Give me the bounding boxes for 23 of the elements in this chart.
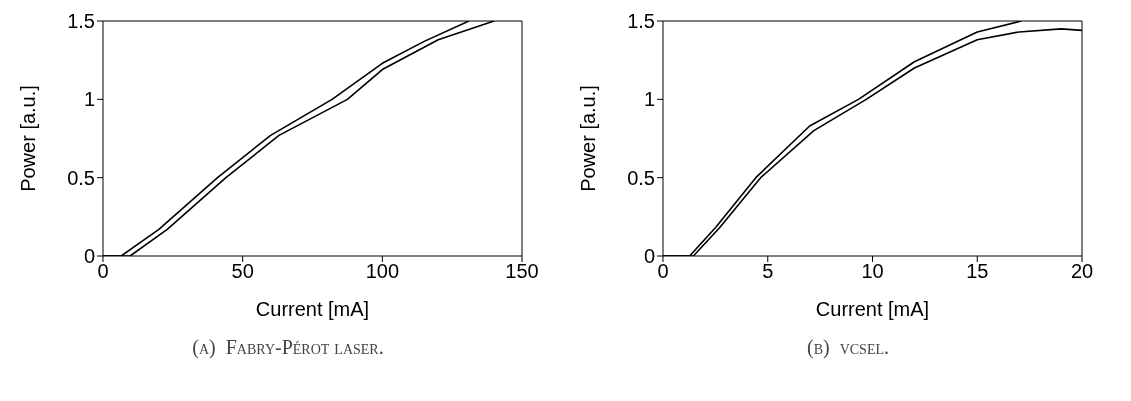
y-tick-label: 1.5	[627, 10, 655, 33]
y-tick-label: 0	[83, 245, 95, 268]
x-tick-label: 0	[657, 260, 669, 283]
x-tick-label: 150	[505, 260, 539, 283]
y-tick-label: 0.5	[67, 166, 95, 189]
y-tick-label: 1	[83, 88, 95, 111]
x-axis-title: Current [mA]	[255, 298, 370, 320]
x-tick-label: 100	[365, 260, 400, 283]
x-tick-label: 20	[1070, 260, 1094, 283]
text: (a) Fabry-Pérot laser.	[192, 336, 384, 359]
y-tick-label: 0	[643, 245, 655, 268]
x-tick-label: 15	[966, 260, 989, 283]
y-axis-title: Power [a.u.]	[17, 85, 40, 192]
y-axis-title: Power [a.u.]	[577, 85, 600, 192]
y-tick-label: 1.5	[67, 10, 95, 33]
x-tick-label: 5	[762, 260, 774, 283]
y-tick-label: 0.5	[627, 166, 655, 189]
x-tick-label: 50	[231, 260, 254, 283]
text: (b) vcsel.	[807, 336, 889, 359]
x-tick-label: 10	[861, 260, 884, 283]
y-tick-label: 1	[643, 88, 655, 111]
x-tick-label: 0	[97, 260, 109, 283]
x-axis-title: Current [mA]	[815, 298, 930, 320]
